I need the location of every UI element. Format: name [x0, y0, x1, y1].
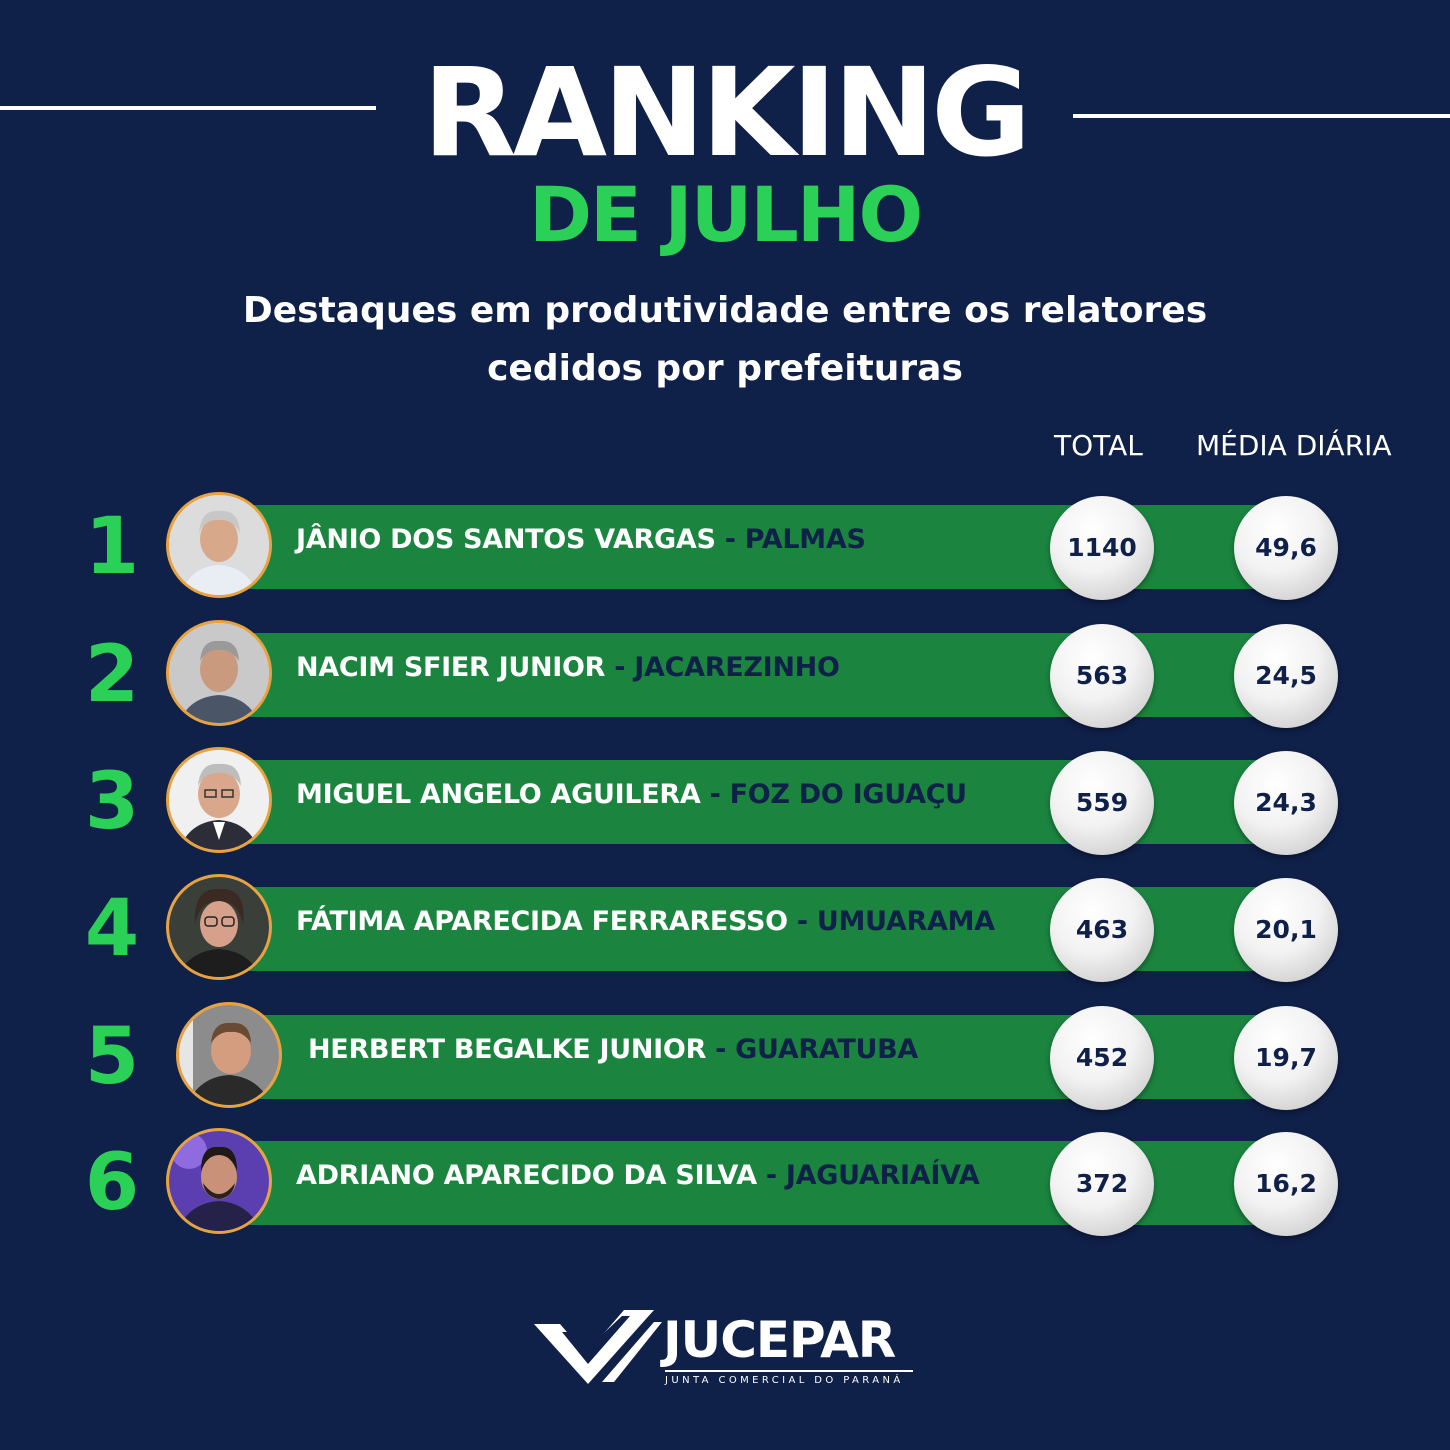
avatar — [166, 874, 272, 980]
relator-name: JÂNIO DOS SANTOS VARGAS - PALMAS — [296, 520, 866, 560]
name-separator: - — [756, 1160, 786, 1191]
name-separator: - — [700, 779, 730, 810]
name-separator: - — [605, 652, 635, 683]
column-header-total: TOTAL — [1054, 429, 1143, 462]
logo-tagline: JUNTA COMERCIAL DO PARANÁ — [665, 1375, 904, 1386]
person-name: HERBERT BEGALKE JUNIOR — [308, 1034, 707, 1065]
city-name: JACAREZINHO — [634, 652, 840, 683]
total-value: 1140 — [1050, 496, 1154, 600]
rank-number: 6 — [84, 1138, 140, 1228]
city-name: UMUARAMA — [816, 906, 995, 937]
header-rule-left — [0, 106, 376, 110]
ranking-row-6: 6 ADRIANO APARECIDO DA SILVA - JAGUARIAÍ… — [0, 1128, 1450, 1238]
rank-number: 5 — [84, 1012, 140, 1102]
media-value: 24,5 — [1234, 624, 1338, 728]
rank-number: 4 — [84, 884, 140, 974]
city-name: GUARATUBA — [735, 1034, 919, 1065]
rank-number: 1 — [84, 502, 140, 592]
page-subtitle: DE JULHO — [528, 170, 923, 259]
relator-name: FÁTIMA APARECIDA FERRARESSO - UMUARAMA — [296, 902, 995, 942]
total-value: 563 — [1050, 624, 1154, 728]
logo-divider — [665, 1370, 913, 1372]
description-line-1: Destaques em produtividade entre os rela… — [242, 290, 1208, 331]
avatar — [166, 620, 272, 726]
name-separator: - — [715, 524, 745, 555]
person-name: MIGUEL ANGELO AGUILERA — [296, 779, 701, 810]
logo-name: JUCEPAR — [663, 1311, 896, 1369]
page-title: RANKING — [422, 42, 1032, 184]
header-rule-right — [1073, 114, 1450, 118]
relator-name: NACIM SFIER JUNIOR - JACAREZINHO — [296, 648, 840, 688]
avatar — [166, 492, 272, 598]
media-value: 19,7 — [1234, 1006, 1338, 1110]
person-name: ADRIANO APARECIDO DA SILVA — [296, 1160, 757, 1191]
total-value: 372 — [1050, 1132, 1154, 1236]
name-separator: - — [706, 1034, 736, 1065]
column-header-media: MÉDIA DIÁRIA — [1196, 429, 1392, 462]
rank-number: 3 — [84, 757, 140, 847]
avatar — [166, 747, 272, 853]
ranking-row-3: 3 MIGUEL ANGELO AGUILERA - FOZ DO IGUAÇU… — [0, 747, 1450, 857]
city-name: JAGUARIAÍVA — [785, 1160, 980, 1191]
relator-name: HERBERT BEGALKE JUNIOR - GUARATUBA — [308, 1030, 918, 1070]
city-name: FOZ DO IGUAÇU — [729, 779, 967, 810]
person-name: FÁTIMA APARECIDA FERRARESSO — [296, 906, 788, 937]
ranking-row-2: 2 NACIM SFIER JUNIOR - JACAREZINHO 563 2… — [0, 620, 1450, 730]
total-value: 463 — [1050, 878, 1154, 982]
total-value: 452 — [1050, 1006, 1154, 1110]
total-value: 559 — [1050, 751, 1154, 855]
check-logo-icon — [534, 1310, 662, 1384]
avatar — [166, 1128, 272, 1234]
ranking-row-5: 5 HERBERT BEGALKE JUNIOR - GUARATUBA 452… — [0, 1002, 1450, 1112]
person-name: NACIM SFIER JUNIOR — [296, 652, 606, 683]
description-line-2: cedidos por prefeituras — [487, 348, 963, 389]
media-value: 20,1 — [1234, 878, 1338, 982]
media-value: 49,6 — [1234, 496, 1338, 600]
jucepar-logo: JUCEPAR JUNTA COMERCIAL DO PARANÁ — [532, 1306, 922, 1390]
page-description: Destaques em produtividade entre os rela… — [0, 282, 1450, 398]
relator-name: ADRIANO APARECIDO DA SILVA - JAGUARIAÍVA — [296, 1156, 980, 1196]
ranking-row-4: 4 FÁTIMA APARECIDA FERRARESSO - UMUARAMA… — [0, 874, 1450, 984]
person-name: JÂNIO DOS SANTOS VARGAS — [296, 524, 716, 555]
ranking-row-1: 1 JÂNIO DOS SANTOS VARGAS - PALMAS 1140 … — [0, 492, 1450, 602]
rank-number: 2 — [84, 630, 140, 720]
avatar — [176, 1002, 282, 1108]
relator-name: MIGUEL ANGELO AGUILERA - FOZ DO IGUAÇU — [296, 775, 967, 815]
name-separator: - — [787, 906, 817, 937]
media-value: 16,2 — [1234, 1132, 1338, 1236]
city-name: PALMAS — [744, 524, 866, 555]
media-value: 24,3 — [1234, 751, 1338, 855]
